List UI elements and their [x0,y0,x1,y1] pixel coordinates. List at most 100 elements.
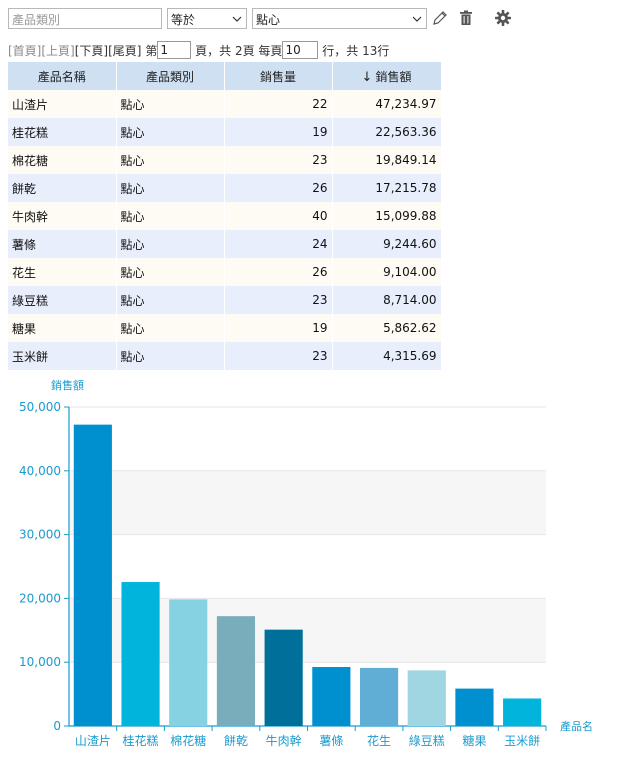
cell-sales: 22,563.36 [332,118,442,146]
table-row[interactable]: 山渣片 點心 22 47,234.97 [8,90,442,118]
bar-9 [503,698,542,726]
field-input[interactable]: 產品類別 [8,8,162,29]
bar-1 [121,582,160,726]
cell-sales: 15,099.88 [332,202,442,230]
trash-icon[interactable] [457,9,475,27]
x-tick-label: 山渣片 [75,734,111,748]
operator-value: 等於 [171,13,196,27]
page-total-label: 頁，共 2頁 每頁 [195,43,283,58]
table-row[interactable]: 花生 點心 26 9,104.00 [8,258,442,286]
bar-2 [169,599,208,726]
rows-total-label: 行，共 13行 [322,43,390,58]
cell-category: 點心 [116,230,225,258]
sales-bar-chart: 0 10,000 20,000 30,000 40,000 50,000 銷售額產品名山渣片… [19,378,593,748]
grid-band [69,470,546,535]
cell-sales: 9,244.60 [332,230,442,258]
first-page-link[interactable]: [首頁] [8,43,42,58]
table-header: 產品名稱 產品類別 銷售量 ↓ 銷售額 [8,62,442,90]
filter-value: 點心 [256,13,281,27]
x-tick-label: 棉花糖 [170,733,206,748]
column-header-product-name[interactable]: 產品名稱 [8,62,117,90]
cell-sales: 17,215.78 [332,174,442,202]
per-page-input[interactable]: 10 [282,41,319,59]
cell-product-name: 棉花糖 [8,146,117,174]
cell-product-name: 糖果 [8,314,117,342]
cell-product-name: 花生 [8,258,117,286]
cell-product-name: 牛肉幹 [8,202,117,230]
cell-category: 點心 [116,202,225,230]
cell-sales: 8,714.00 [332,286,442,314]
x-tick-label: 牛肉幹 [266,733,302,748]
table-row[interactable]: 玉米餅 點心 23 4,315.69 [8,342,442,370]
chevron-down-icon [232,16,242,22]
cell-quantity: 24 [224,230,333,258]
cell-category: 點心 [116,118,225,146]
x-tick-label: 玉米餅 [504,733,540,748]
x-tick-label: 桂花糕 [123,733,159,748]
table-row[interactable]: 餅乾 點心 26 17,215.78 [8,174,442,202]
cell-quantity: 23 [224,146,333,174]
grid-band [69,407,546,471]
operator-select[interactable]: 等於 [167,8,247,29]
gear-icon[interactable] [494,9,512,27]
cell-quantity: 23 [224,342,333,370]
page-label: 第 [145,43,158,58]
bar-4 [264,629,303,726]
column-header-sales-label: 銷售額 [375,69,412,84]
x-tick-label: 餅乾 [224,733,248,748]
column-header-sales[interactable]: ↓ 銷售額 [332,62,442,90]
table-row[interactable]: 牛肉幹 點心 40 15,099.88 [8,202,442,230]
cell-quantity: 22 [224,90,333,118]
table-row[interactable]: 桂花糕 點心 19 22,563.36 [8,118,442,146]
x-tick-label: 糖果 [462,733,486,748]
y-tick-label: 50,000 [19,400,61,414]
cell-product-name: 薯條 [8,230,117,258]
column-header-quantity[interactable]: 銷售量 [224,62,333,90]
column-header-category[interactable]: 產品類別 [116,62,225,90]
cell-product-name: 山渣片 [8,90,117,118]
x-tick-label: 綠豆糕 [409,734,445,748]
value-select[interactable]: 點心 [252,8,427,29]
next-page-link[interactable]: [下頁] [74,43,109,58]
bar-7 [407,670,446,726]
y-tick-label: 0 [53,719,61,733]
cell-category: 點心 [116,258,225,286]
x-axis-title: 產品名 [560,719,593,733]
y-axis-title: 銷售額 [51,378,84,392]
pencil-icon[interactable] [431,9,449,27]
bar-5 [312,667,351,726]
cell-product-name: 玉米餅 [8,342,117,370]
bar-0 [73,424,112,726]
cell-product-name: 綠豆糕 [8,286,117,314]
cell-quantity: 26 [224,174,333,202]
bar-6 [359,667,399,726]
cell-category: 點心 [116,174,225,202]
sort-desc-icon: ↓ [361,69,373,85]
last-page-link[interactable]: [尾頁] [108,43,142,58]
cell-quantity: 19 [224,314,333,342]
table-row[interactable]: 薯條 點心 24 9,244.60 [8,230,442,258]
cell-category: 點心 [116,90,225,118]
cell-category: 點心 [116,314,225,342]
page-input[interactable]: 1 [157,41,192,59]
table-row[interactable]: 糖果 點心 19 5,862.62 [8,314,442,342]
cell-product-name: 桂花糕 [8,118,117,146]
table-row[interactable]: 棉花糖 點心 23 19,849.14 [8,146,442,174]
y-tick-label: 40,000 [19,464,61,478]
y-tick-label: 10,000 [19,655,61,669]
cell-sales: 5,862.62 [332,314,442,342]
x-tick-label: 薯條 [319,734,343,748]
y-tick-label: 20,000 [19,591,61,605]
filter-bar: 產品類別 等於 點心 [8,8,528,30]
cell-quantity: 26 [224,258,333,286]
cell-category: 點心 [116,286,225,314]
table-row[interactable]: 綠豆糕 點心 23 8,714.00 [8,286,442,314]
prev-page-link[interactable]: [上頁] [41,43,75,58]
cell-sales: 9,104.00 [332,258,442,286]
cell-quantity: 19 [224,118,333,146]
cell-sales: 4,315.69 [332,342,442,370]
y-tick-label: 30,000 [19,528,61,542]
cell-quantity: 23 [224,286,333,314]
cell-sales: 19,849.14 [332,146,442,174]
